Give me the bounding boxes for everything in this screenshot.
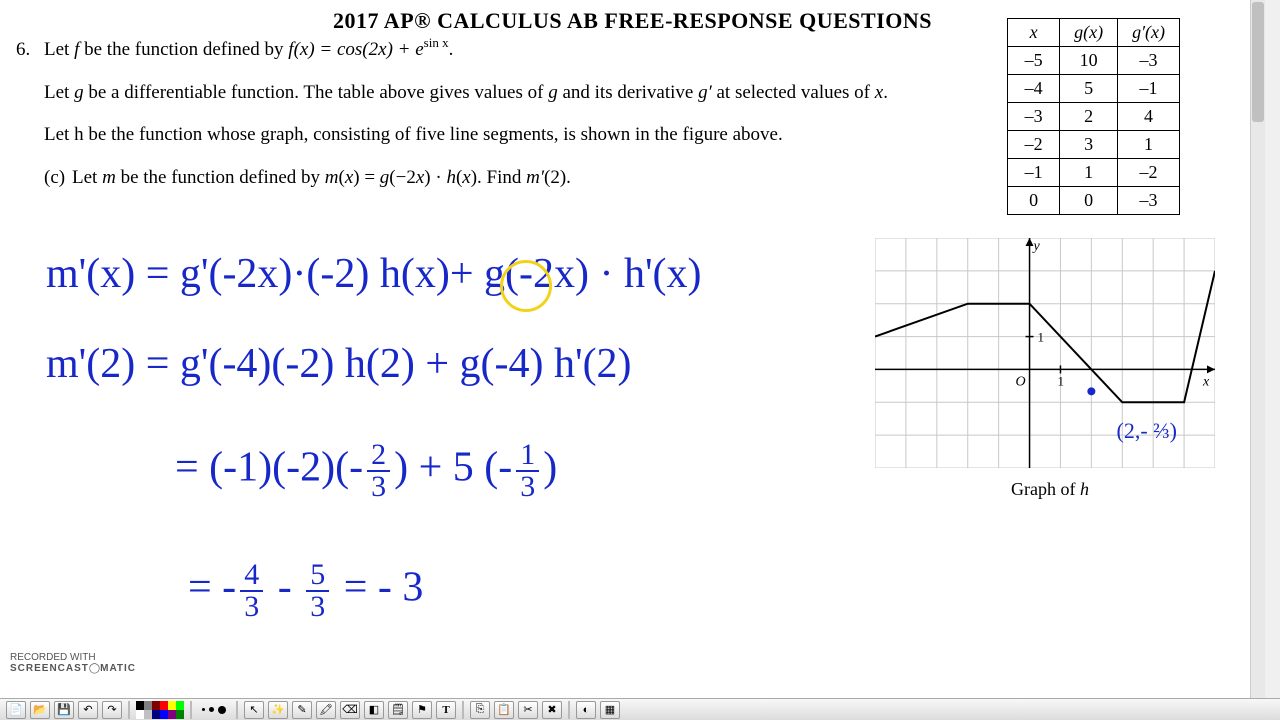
tool-open-icon[interactable]: 📂: [30, 701, 50, 719]
tool-note-icon[interactable]: 🗒: [388, 701, 408, 719]
part-c: (c) Let m be the function defined by m(x…: [44, 164, 956, 193]
toolbar-separator: [128, 701, 130, 719]
table-row: –231: [1008, 131, 1180, 159]
part-c-text: Let m be the function defined by m(x) = …: [72, 164, 571, 193]
tool-undo-icon[interactable]: ↶: [78, 701, 98, 719]
table-header-row: x g(x) g′(x): [1008, 19, 1180, 47]
table-row: –510–3: [1008, 47, 1180, 75]
col-x: x: [1008, 19, 1060, 47]
question-number: 6.: [16, 36, 30, 65]
page: 2017 AP® CALCULUS AB FREE-RESPONSE QUEST…: [0, 0, 1265, 698]
para-3: Let h be the function whose graph, consi…: [44, 121, 956, 150]
color-palette[interactable]: [136, 701, 184, 719]
svg-text:O: O: [1016, 374, 1026, 389]
svg-text:1: 1: [1038, 330, 1045, 345]
brush-size-picker[interactable]: [198, 706, 230, 714]
col-gx: g(x): [1060, 19, 1118, 47]
tool-paste-icon[interactable]: 📋: [494, 701, 514, 719]
svg-text:x: x: [1202, 374, 1210, 389]
tool-highlighter-icon[interactable]: 🖍: [316, 701, 336, 719]
tool-pointer-icon[interactable]: ↖: [244, 701, 264, 719]
table-row: 00–3: [1008, 187, 1180, 215]
handwriting-line-3: = (-1)(-2)(-23) + 5 (-13): [175, 440, 557, 502]
tool-wand-icon[interactable]: ✨: [268, 701, 288, 719]
svg-text:y: y: [1032, 239, 1041, 254]
scrollbar-thumb[interactable]: [1252, 2, 1264, 122]
tool-cut-icon[interactable]: ✂: [518, 701, 538, 719]
tool-del-icon[interactable]: ✖: [542, 701, 562, 719]
problem-block: 6. Let f be the function defined by f(x)…: [16, 36, 956, 192]
handwriting-line-2: m'(2) = g'(-4)(-2) h(2) + g(-4) h'(2): [46, 340, 632, 388]
tool-erase2-icon[interactable]: ◧: [364, 701, 384, 719]
data-table: x g(x) g′(x) –510–3 –45–1 –324 –231 –11–…: [1007, 18, 1180, 215]
watermark: RECORDED WITH SCREENCAST◯MATIC: [10, 652, 136, 674]
table-row: –45–1: [1008, 75, 1180, 103]
graph-container: y x O 1 1 Graph of h (2,- ⅔): [875, 238, 1225, 500]
tool-eraser-icon[interactable]: ⌫: [340, 701, 360, 719]
para-2: Let g be a differentiable function. The …: [44, 79, 956, 108]
tool-save-icon[interactable]: 💾: [54, 701, 74, 719]
graph-caption: Graph of h: [875, 479, 1225, 500]
toolbar-separator: [568, 701, 570, 719]
col-gpx: g′(x): [1118, 19, 1180, 47]
tool-redo-icon[interactable]: ↷: [102, 701, 122, 719]
tool-misc1-icon[interactable]: ◐: [576, 701, 596, 719]
handwriting-line-1: m'(x) = g'(-2x)·(-2) h(x)+ g(-2x) · h'(x…: [46, 250, 702, 298]
highlight-circle: [500, 260, 552, 312]
para-1: Let f be the function defined by f(x) = …: [44, 36, 956, 65]
tool-pen-icon[interactable]: ✎: [292, 701, 312, 719]
toolbar-separator: [462, 701, 464, 719]
tool-copy-icon[interactable]: ⎘: [470, 701, 490, 719]
tool-text-icon[interactable]: T: [436, 701, 456, 719]
table-row: –11–2: [1008, 159, 1180, 187]
table-row: –324: [1008, 103, 1180, 131]
toolbar-separator: [236, 701, 238, 719]
toolbar: 📄 📂 💾 ↶ ↷ ↖ ✨ ✎ 🖍 ⌫ ◧ 🗒 ⚑ T ⎘ 📋 ✂ ✖ ◐ ▦: [0, 698, 1280, 720]
graph-point-label: (2,- ⅔): [1117, 418, 1177, 444]
tool-new-icon[interactable]: 📄: [6, 701, 26, 719]
svg-text:1: 1: [1057, 373, 1064, 388]
handwriting-line-4: = -43 - 53 = - 3: [188, 560, 423, 622]
part-c-label: (c): [44, 164, 72, 193]
tool-misc2-icon[interactable]: ▦: [600, 701, 620, 719]
toolbar-separator: [190, 701, 192, 719]
tool-flag-icon[interactable]: ⚑: [412, 701, 432, 719]
vertical-scrollbar[interactable]: [1250, 0, 1265, 698]
